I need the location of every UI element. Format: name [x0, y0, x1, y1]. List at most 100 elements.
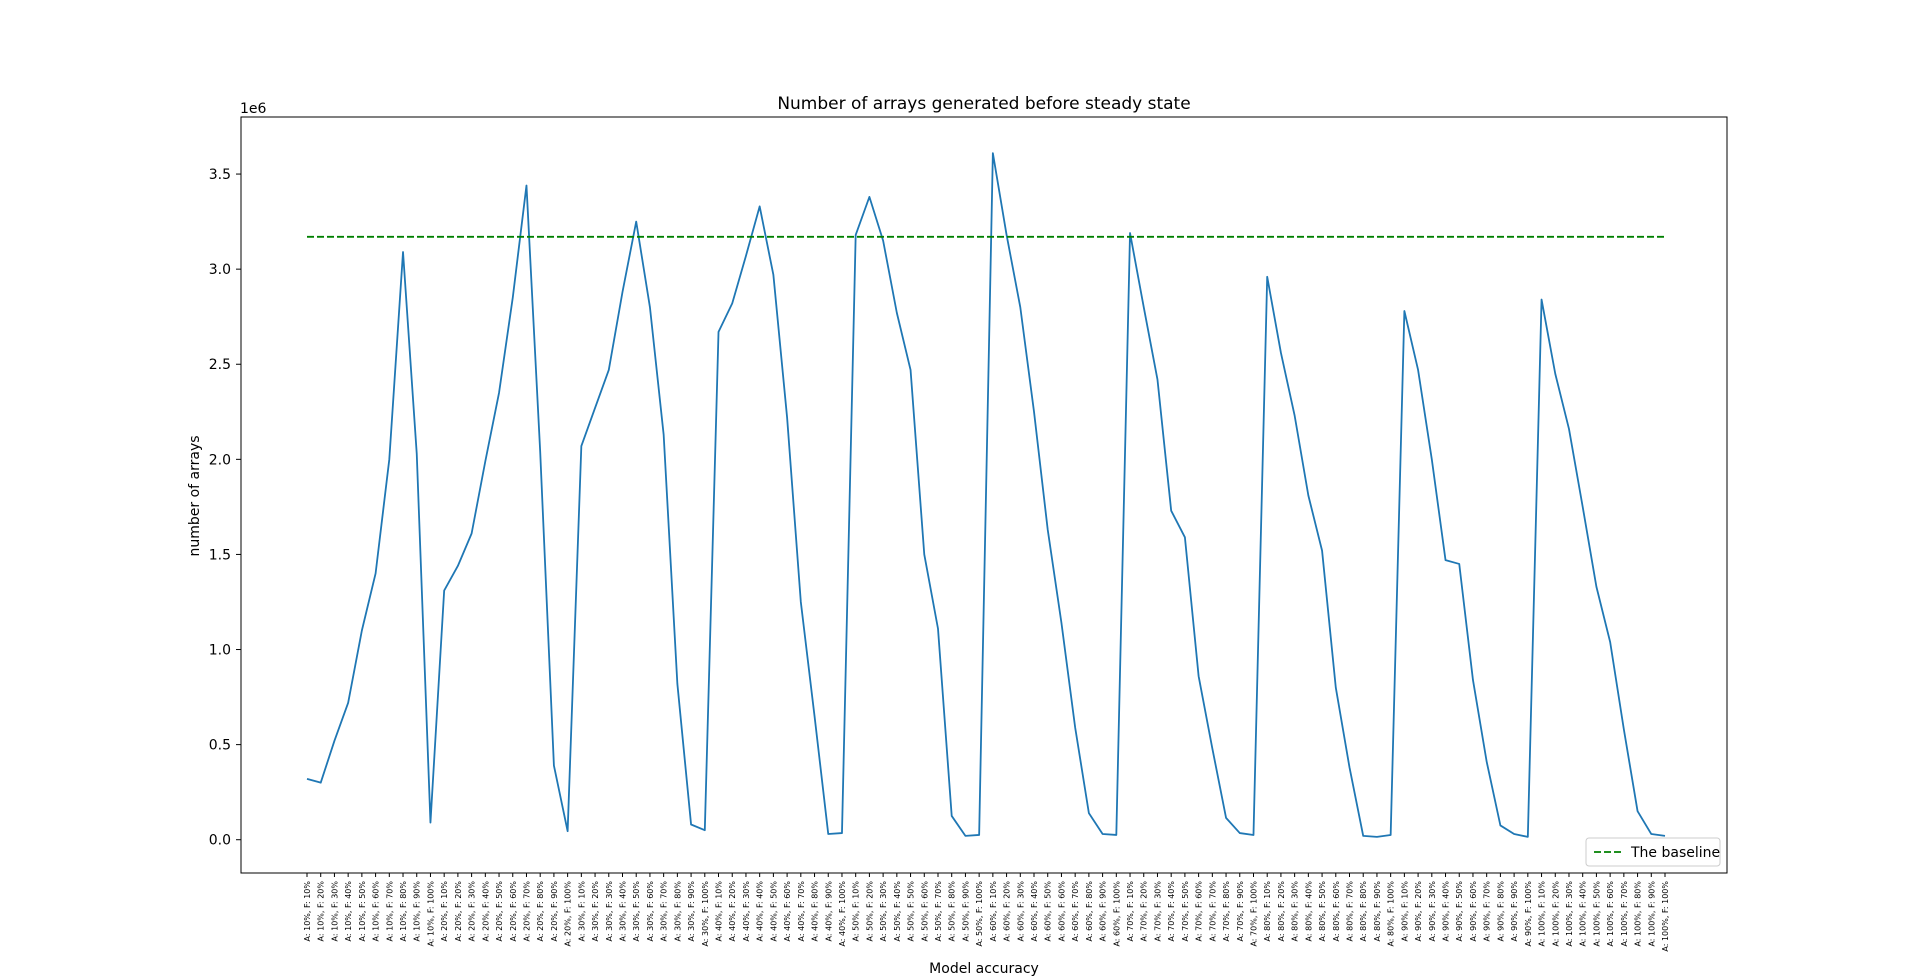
x-tick-label: A: 100%, F: 90% [1647, 881, 1656, 947]
x-tick-label: A: 50%, F: 90% [961, 881, 970, 942]
x-tick-label: A: 100%, F: 50% [1592, 881, 1601, 947]
x-tick-label: A: 70%, F: 40% [1167, 881, 1176, 942]
x-tick-label: A: 40%, F: 80% [811, 881, 820, 942]
x-tick-label: A: 10%, F: 100% [426, 881, 435, 947]
x-tick-label: A: 90%, F: 60% [1469, 881, 1478, 942]
x-tick-label: A: 90%, F: 30% [1428, 881, 1437, 942]
x-tick-label: A: 80%, F: 20% [1277, 881, 1286, 942]
y-tick-label: 1.0 [209, 643, 231, 659]
x-tick-label: A: 70%, F: 30% [1153, 881, 1162, 942]
x-tick-label: A: 60%, F: 30% [1016, 881, 1025, 942]
x-tick-label: A: 30%, F: 60% [646, 881, 655, 942]
x-tick-label: A: 100%, F: 40% [1579, 881, 1588, 947]
x-tick-label: A: 30%, F: 70% [660, 881, 669, 942]
x-tick-label: A: 100%, F: 60% [1606, 881, 1615, 947]
x-tick-label: A: 10%, F: 50% [358, 881, 367, 942]
chart-title: Number of arrays generated before steady… [777, 94, 1190, 114]
x-tick-label: A: 80%, F: 60% [1332, 881, 1341, 942]
x-tick-label: A: 40%, F: 30% [742, 881, 751, 942]
y-tick-label: 0.5 [209, 738, 231, 754]
x-tick-label: A: 30%, F: 30% [605, 881, 614, 942]
x-tick-label: A: 20%, F: 40% [481, 881, 490, 942]
x-tick-label: A: 30%, F: 80% [673, 881, 682, 942]
x-tick-label: A: 80%, F: 100% [1387, 881, 1396, 947]
x-tick-label: A: 90%, F: 10% [1400, 881, 1409, 942]
x-tick-label: A: 50%, F: 80% [948, 881, 957, 942]
x-tick-label: A: 50%, F: 70% [934, 881, 943, 942]
y-tick-label: 0.0 [209, 833, 231, 849]
x-tick-label: A: 20%, F: 80% [536, 881, 545, 942]
x-tick-label: A: 30%, F: 20% [591, 881, 600, 942]
x-tick-label: A: 80%, F: 90% [1373, 881, 1382, 942]
x-tick-label: A: 60%, F: 90% [1099, 881, 1108, 942]
x-tick-label: A: 20%, F: 20% [454, 881, 463, 942]
y-offset-label: 1e6 [240, 101, 267, 117]
series-layer [306, 152, 1666, 838]
x-tick-label: A: 80%, F: 10% [1263, 881, 1272, 942]
x-tick-label: A: 10%, F: 40% [344, 881, 353, 942]
x-tick-label: A: 10%, F: 10% [303, 881, 312, 942]
x-tick-label: A: 70%, F: 50% [1181, 881, 1190, 942]
x-tick-label: A: 100%, F: 20% [1551, 881, 1560, 947]
x-tick-label: A: 90%, F: 70% [1483, 881, 1492, 942]
x-tick-label: A: 60%, F: 60% [1057, 881, 1066, 942]
legend-box [1585, 837, 1721, 867]
x-tick-label: A: 20%, F: 50% [495, 881, 504, 942]
x-tick-label: A: 100%, F: 70% [1620, 881, 1629, 947]
y-tick-label: 1.5 [209, 547, 231, 563]
x-tick-label: A: 60%, F: 50% [1044, 881, 1053, 942]
x-tick-label: A: 90%, F: 50% [1455, 881, 1464, 942]
x-tick-label: A: 40%, F: 20% [728, 881, 737, 942]
x-tick-label: A: 80%, F: 50% [1318, 881, 1327, 942]
legend-baseline-label: The baseline [1630, 845, 1720, 861]
x-tick-label: A: 70%, F: 80% [1222, 881, 1231, 942]
x-tick-label: A: 60%, F: 80% [1085, 881, 1094, 942]
x-tick-label: A: 50%, F: 30% [879, 881, 888, 942]
x-tick-label: A: 100%, F: 30% [1565, 881, 1574, 947]
x-tick-label: A: 10%, F: 70% [385, 881, 394, 942]
x-tick-label: A: 100%, F: 10% [1538, 881, 1547, 947]
x-tick-label: A: 20%, F: 70% [522, 881, 531, 942]
y-tick-label: 3.5 [209, 167, 231, 183]
x-tick-label: A: 90%, F: 100% [1524, 881, 1533, 947]
x-tick-label: A: 60%, F: 100% [1112, 881, 1121, 947]
plot-frame [240, 116, 1728, 874]
x-tick-label: A: 20%, F: 30% [468, 881, 477, 942]
x-tick-label: A: 90%, F: 20% [1414, 881, 1423, 942]
x-tick-label: A: 30%, F: 90% [687, 881, 696, 942]
x-tick-label: A: 10%, F: 20% [317, 881, 326, 942]
x-tick-label: A: 40%, F: 100% [838, 881, 847, 947]
x-tick-label: A: 20%, F: 60% [509, 881, 518, 942]
x-tick-label: A: 10%, F: 80% [399, 881, 408, 942]
x-tick-label: A: 60%, F: 10% [989, 881, 998, 942]
x-tick-label: A: 80%, F: 40% [1304, 881, 1313, 942]
x-tick-label: A: 40%, F: 10% [715, 881, 724, 942]
x-tick-label: A: 80%, F: 80% [1359, 881, 1368, 942]
x-tick-label: A: 10%, F: 90% [413, 881, 422, 942]
x-tick-label: A: 30%, F: 10% [577, 881, 586, 942]
x-tick-label: A: 100%, F: 80% [1634, 881, 1643, 947]
x-tick-label: A: 50%, F: 10% [852, 881, 861, 942]
x-tick-label: A: 80%, F: 30% [1291, 881, 1300, 942]
x-tick-label: A: 60%, F: 20% [1003, 881, 1012, 942]
y-tick-label: 2.0 [209, 452, 231, 468]
x-tick-label: A: 80%, F: 70% [1346, 881, 1355, 942]
x-tick-label: A: 10%, F: 30% [330, 881, 339, 942]
x-tick-label: A: 20%, F: 10% [440, 881, 449, 942]
x-tick-label: A: 40%, F: 40% [756, 881, 765, 942]
x-tick-label: A: 20%, F: 90% [550, 881, 559, 942]
x-axis-label: Model accuracy [929, 961, 1039, 977]
x-tick-label: A: 40%, F: 50% [769, 881, 778, 942]
x-tick-label: A: 90%, F: 40% [1442, 881, 1451, 942]
x-tick-label: A: 70%, F: 90% [1236, 881, 1245, 942]
x-tick-label: A: 40%, F: 90% [824, 881, 833, 942]
y-axis-ticks: 0.0 0.5 1.0 1.5 2.0 2.5 3.0 3.5 [209, 167, 241, 849]
x-tick-label: A: 50%, F: 40% [893, 881, 902, 942]
x-tick-label: A: 30%, F: 40% [618, 881, 627, 942]
x-tick-label: A: 50%, F: 60% [920, 881, 929, 942]
legend: The baseline [1585, 837, 1721, 867]
x-tick-label: A: 50%, F: 50% [907, 881, 916, 942]
x-tick-label: A: 100%, F: 100% [1661, 881, 1670, 952]
